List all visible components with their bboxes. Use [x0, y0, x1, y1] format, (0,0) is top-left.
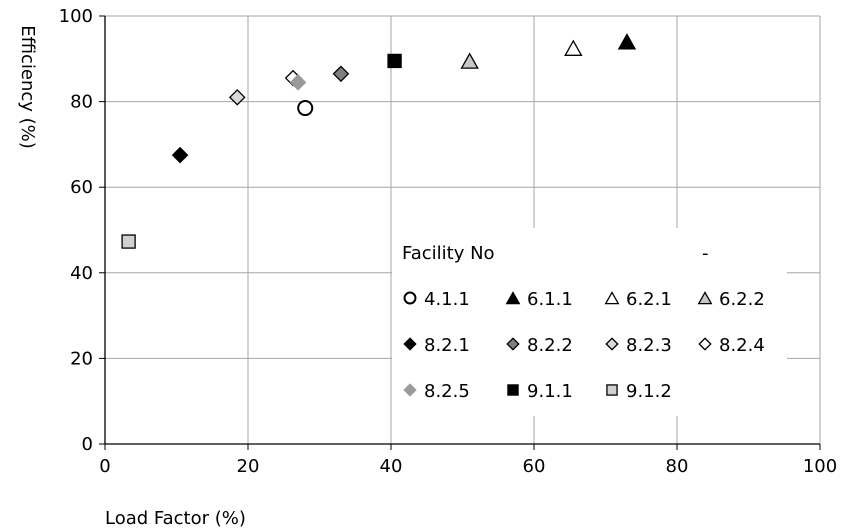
tick-labels: 0 20 40 60 80 100 0 20 40 60 80 100	[59, 6, 838, 477]
x-tick-label: 40	[380, 456, 403, 477]
data-point-8-2-1	[171, 146, 189, 164]
legend-marker-4-1-1	[403, 291, 417, 305]
legend-label: 6.2.2	[719, 289, 765, 310]
data-point-9-1-1	[387, 53, 402, 69]
legend-label: 8.2.5	[424, 381, 470, 402]
y-axis-title: Efficiency (%)	[17, 25, 38, 149]
x-tick-label: 80	[666, 456, 689, 477]
y-tick-label: 100	[59, 6, 93, 27]
legend-marker-8-2-2	[506, 337, 520, 351]
legend-items: 4.1.1 6.1.1 6.2.1 6.2.2 8.2.1 8.2.2 8.2.3 8.2.4…	[403, 289, 765, 402]
data-point-8-2-5	[289, 74, 307, 91]
legend-marker-8-2-4	[698, 337, 712, 351]
legend-item: 6.2.2	[697, 289, 765, 310]
legend-marker-9-1-2	[606, 384, 618, 396]
legend-marker-6-1-1	[505, 291, 521, 305]
legend-item: 6.2.1	[604, 289, 672, 310]
legend-label: 4.1.1	[424, 289, 470, 310]
legend-item: 6.1.1	[505, 289, 573, 310]
legend-item: 8.2.2	[506, 335, 573, 356]
legend-item: 9.1.2	[606, 381, 672, 402]
legend-label: 8.2.3	[626, 335, 672, 356]
legend-marker-6-2-2	[697, 291, 713, 305]
legend-item: 4.1.1	[403, 289, 470, 310]
legend-label: 6.2.1	[626, 289, 672, 310]
legend-title: Facility No	[402, 243, 495, 264]
legend-box	[392, 228, 787, 416]
legend-marker-8-2-3	[605, 337, 619, 351]
y-tick-label: 40	[70, 263, 93, 284]
legend-label: 6.1.1	[527, 289, 573, 310]
y-tick-label: 60	[70, 177, 93, 198]
data-point-8-2-3	[228, 89, 246, 106]
y-tick-label: 80	[70, 92, 93, 113]
legend-label: 9.1.2	[626, 381, 672, 402]
data-point-4-1-1	[297, 100, 314, 117]
legend-extra-mark: -	[702, 243, 709, 264]
legend-item: 8.2.4	[698, 335, 765, 356]
legend-label: 9.1.1	[527, 381, 573, 402]
data-points	[121, 33, 637, 249]
legend-marker-8-2-5	[403, 383, 417, 397]
legend-marker-6-2-1	[604, 291, 620, 305]
x-axis-title: Load Factor (%)	[105, 508, 246, 529]
legend: Facility No - 4.1.1 6.1.1 6.2.1 6.2.2 8.2.1 8…	[392, 228, 787, 416]
data-point-8-2-2	[332, 65, 350, 83]
legend-label: 8.2.4	[719, 335, 765, 356]
legend-label: 8.2.1	[424, 335, 470, 356]
data-point-6-2-2	[460, 52, 479, 69]
legend-item: 8.2.5	[403, 381, 470, 402]
legend-marker-9-1-1	[507, 384, 519, 396]
data-point-6-1-1	[617, 33, 637, 50]
axes	[99, 15, 821, 450]
legend-marker-8-2-1	[403, 337, 417, 351]
data-point-9-1-2	[121, 234, 136, 249]
x-tick-label: 100	[803, 456, 837, 477]
data-point-6-2-1	[564, 39, 583, 56]
legend-item: 8.2.3	[605, 335, 672, 356]
y-tick-label: 20	[70, 348, 93, 369]
x-tick-label: 0	[99, 456, 110, 477]
x-tick-label: 20	[237, 456, 260, 477]
legend-label: 8.2.2	[527, 335, 573, 356]
x-tick-label: 60	[523, 456, 546, 477]
legend-item: 8.2.1	[403, 335, 470, 356]
y-tick-label: 0	[82, 434, 93, 455]
legend-item: 9.1.1	[507, 381, 573, 402]
